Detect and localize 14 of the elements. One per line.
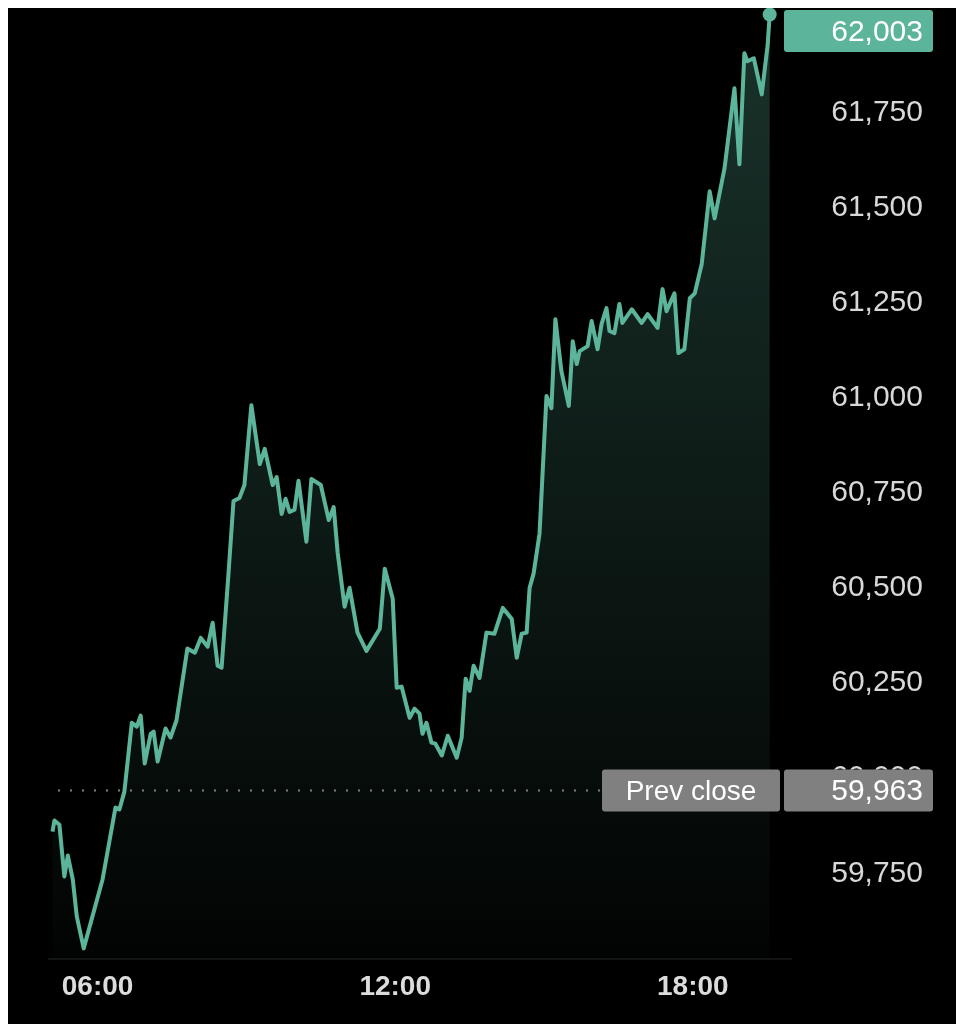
y-tick-label: 60,750: [831, 474, 923, 508]
x-tick-label: 06:00: [61, 970, 134, 1001]
y-tick-label: 60,500: [831, 569, 923, 603]
y-tick-label: 59,750: [831, 854, 923, 888]
x-tick-label: 12:00: [359, 970, 432, 1001]
y-tick-label: 61,250: [831, 283, 923, 317]
annotation: 59,963: [831, 773, 923, 807]
y-tick-label: 60,250: [831, 664, 923, 698]
y-tick-label: 61,000: [831, 379, 923, 413]
x-tick-label: 18:00: [656, 970, 729, 1001]
ref-line-label: Prev close: [625, 775, 757, 807]
annotation: 62,003: [831, 14, 923, 47]
y-tick-label: 61,500: [831, 188, 923, 222]
y-tick-label: 61,750: [831, 93, 923, 127]
